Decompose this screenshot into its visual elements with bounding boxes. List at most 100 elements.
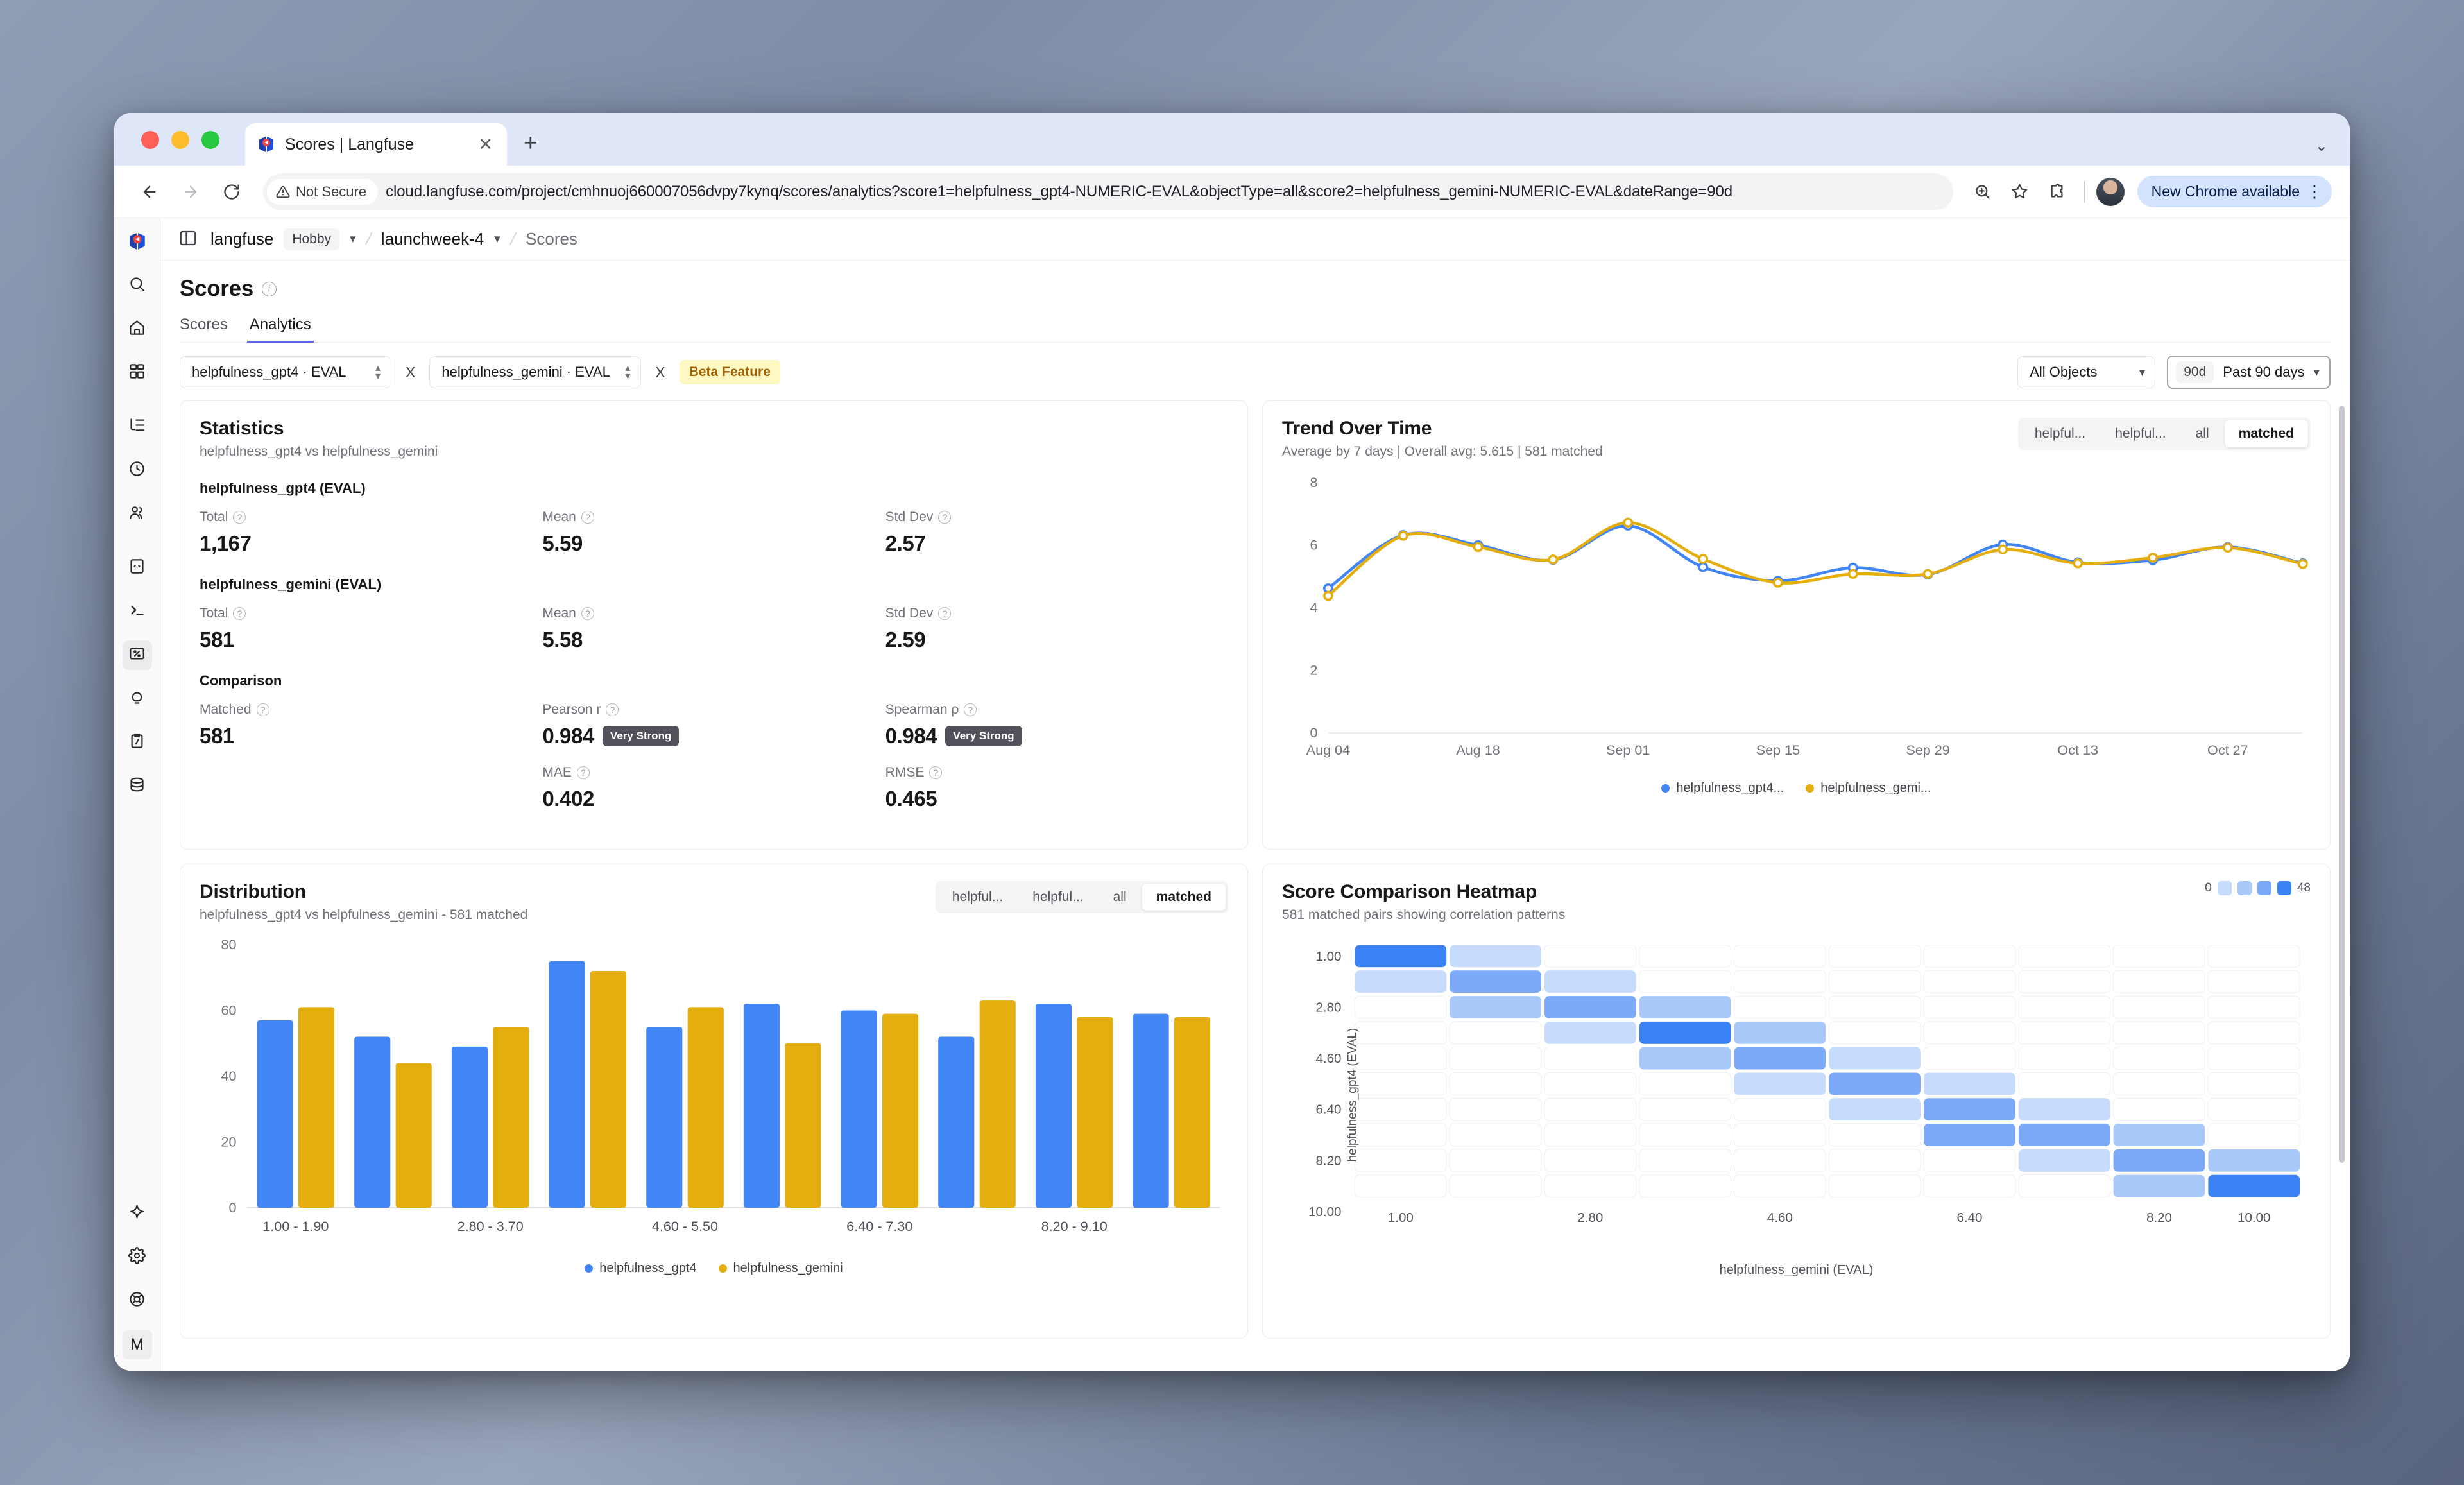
sidebar-item-annotation[interactable]: [123, 684, 152, 714]
sidebar-item-playground[interactable]: [123, 597, 152, 626]
trend-toggle-matched[interactable]: matched: [2224, 420, 2308, 447]
sidebar-item-sessions[interactable]: [123, 456, 152, 485]
breadcrumb-project[interactable]: launchweek-4: [381, 229, 484, 248]
sidebar-item-upgrade[interactable]: [123, 1199, 152, 1228]
arrow-forward-icon[interactable]: [173, 175, 208, 209]
stat-mean-gpt4: Mean? 5.59: [542, 510, 885, 556]
remove-score2-button[interactable]: X: [655, 363, 665, 381]
breadcrumb-org[interactable]: langfuse: [210, 229, 274, 248]
sidebar-item-users[interactable]: [123, 499, 152, 529]
legend-item[interactable]: helpfulness_gemini: [718, 1261, 843, 1276]
date-range-select[interactable]: 90d Past 90 days ▾: [2167, 356, 2331, 389]
help-icon[interactable]: ?: [581, 511, 594, 524]
heatmap-swatch: [2217, 881, 2232, 895]
arrow-back-icon[interactable]: [132, 175, 167, 209]
legend-item[interactable]: helpfulness_gpt4...: [1661, 781, 1784, 796]
panel-toggle-icon[interactable]: [178, 228, 200, 250]
help-icon[interactable]: ?: [606, 703, 619, 716]
distribution-toggle-matched[interactable]: matched: [1142, 884, 1226, 911]
legend-item[interactable]: helpfulness_gemi...: [1806, 781, 1931, 796]
help-icon[interactable]: ?: [938, 511, 952, 524]
stat-value: 581: [200, 628, 234, 651]
tab-scores[interactable]: Scores: [180, 316, 228, 333]
score2-select[interactable]: helpfulness_gemini · EVAL ▴ ▾: [429, 356, 642, 388]
score1-select[interactable]: helpfulness_gpt4 · EVAL ▴ ▾: [180, 356, 391, 388]
help-icon[interactable]: ?: [581, 607, 594, 620]
chrome-update-button[interactable]: New Chrome available ⋮: [2137, 176, 2332, 207]
reload-icon[interactable]: [214, 175, 249, 209]
lifebuoy-icon: [128, 1291, 146, 1311]
info-icon[interactable]: i: [261, 281, 277, 296]
strength-badge: Very Strong: [602, 726, 680, 746]
chevron-down-icon[interactable]: ▾: [350, 232, 356, 246]
help-icon[interactable]: ?: [233, 607, 246, 620]
stat-mean-gemini: Mean? 5.58: [542, 606, 885, 652]
security-indicator[interactable]: Not Secure: [267, 178, 379, 205]
svg-text:2.80: 2.80: [1577, 1211, 1603, 1225]
help-icon[interactable]: ?: [964, 703, 977, 716]
sidebar-item-settings[interactable]: [123, 1242, 152, 1272]
puzzle-piece-icon[interactable]: [2042, 176, 2073, 207]
address-bar[interactable]: Not Secure cloud.langfuse.com/project/cm…: [263, 173, 1953, 210]
trend-toggle-score1[interactable]: helpful...: [2034, 426, 2086, 441]
star-icon[interactable]: [2005, 176, 2035, 207]
sidebar-item-home[interactable]: [123, 314, 152, 344]
object-type-select[interactable]: All Objects ▾: [2017, 356, 2156, 388]
stat-label: Total: [200, 606, 228, 621]
user-avatar[interactable]: M: [122, 1330, 152, 1359]
avatar-icon[interactable]: [2096, 177, 2125, 206]
comparison-row: Matched? 581 Pearson r? 0.984 Very Stron…: [200, 702, 1228, 748]
stat-label: Std Dev: [885, 510, 934, 524]
legend-label: helpfulness_gpt4...: [1676, 781, 1784, 795]
plus-icon[interactable]: +: [524, 130, 538, 156]
chevron-down-icon[interactable]: ▾: [494, 232, 501, 246]
distribution-legend: helpfulness_gpt4 helpfulness_gemini: [200, 1261, 1228, 1276]
sidebar-item-search[interactable]: [123, 271, 152, 300]
beta-feature-badge: Beta Feature: [679, 360, 780, 384]
kebab-menu-icon[interactable]: ⋮: [2306, 182, 2323, 202]
dashboard-scroll-area[interactable]: Statistics helpfulness_gpt4 vs helpfulne…: [160, 400, 2350, 1371]
help-icon[interactable]: ?: [938, 607, 952, 620]
stat-label: RMSE: [885, 765, 925, 780]
distribution-toggle-score1[interactable]: helpful...: [952, 889, 1004, 904]
trend-toggle-group: helpful... helpful... all matched: [2017, 418, 2311, 450]
help-icon[interactable]: ?: [929, 766, 943, 779]
browser-tab[interactable]: Scores | Langfuse ✕: [245, 123, 507, 166]
sidebar-item-prompts[interactable]: [123, 553, 152, 583]
svg-text:0: 0: [1310, 725, 1317, 741]
trend-toggle-score2[interactable]: helpful...: [2115, 426, 2166, 441]
close-icon[interactable]: ✕: [478, 134, 493, 154]
langfuse-logo-icon[interactable]: [123, 227, 151, 255]
svg-text:4: 4: [1310, 600, 1317, 615]
svg-text:20: 20: [221, 1135, 237, 1150]
sidebar-item-evaluation[interactable]: [122, 640, 152, 670]
minimize-window-button[interactable]: [171, 131, 189, 149]
sidebar-item-data[interactable]: [123, 771, 152, 801]
help-icon[interactable]: ?: [576, 766, 590, 779]
sidebar-item-tracing[interactable]: [123, 412, 152, 442]
playground-icon: [128, 601, 146, 622]
stat-stddev-gemini: Std Dev? 2.59: [886, 606, 1228, 652]
help-icon[interactable]: ?: [256, 703, 270, 716]
scrollbar-thumb[interactable]: [2339, 406, 2345, 1163]
chevron-down-icon[interactable]: ⌄: [2314, 137, 2328, 155]
sidebar-item-support[interactable]: [123, 1286, 152, 1316]
breadcrumb-bar: langfuse Hobby ▾ / launchweek-4 ▾ / Scor…: [160, 218, 2350, 261]
legend-item[interactable]: helpfulness_gpt4: [585, 1261, 697, 1276]
help-icon[interactable]: ?: [233, 511, 246, 524]
sidebar-item-dashboards[interactable]: [123, 358, 152, 388]
vertical-scrollbar[interactable]: [2339, 406, 2345, 1366]
maximize-window-button[interactable]: [201, 131, 219, 149]
close-window-button[interactable]: [141, 131, 159, 149]
browser-tab-title: Scores | Langfuse: [285, 135, 415, 153]
zoom-in-icon[interactable]: [1967, 176, 1998, 207]
stat-value: 0.984: [885, 724, 937, 748]
distribution-chart: 0 20 40 60 80 1.00 - 1.90 2.80 - 3.70 4.60 - 5.…: [200, 934, 1228, 1281]
trend-toggle-all[interactable]: all: [2195, 426, 2209, 441]
distribution-toggle-score2[interactable]: helpful...: [1032, 889, 1084, 904]
tab-analytics[interactable]: Analytics: [246, 316, 314, 343]
sidebar-item-datasets[interactable]: [123, 728, 152, 757]
distribution-toggle-all[interactable]: all: [1113, 889, 1127, 904]
stat-value: 2.59: [885, 628, 926, 651]
remove-score1-button[interactable]: X: [406, 363, 416, 381]
